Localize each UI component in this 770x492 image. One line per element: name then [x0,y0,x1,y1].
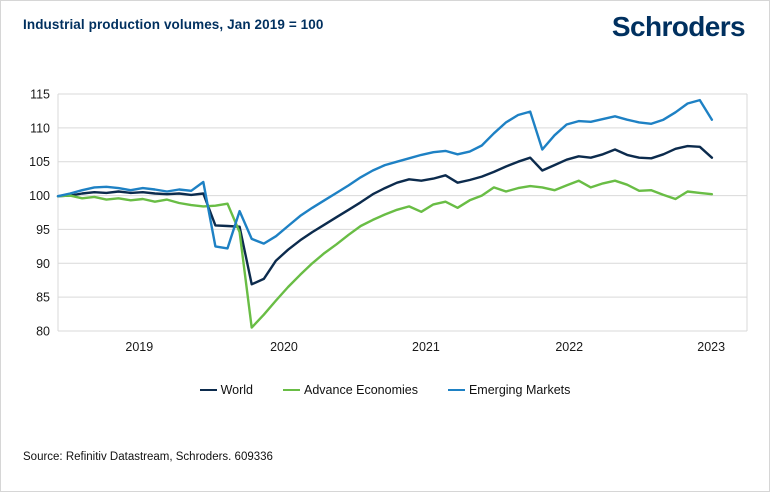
series-line-advance-economies [56,179,714,329]
x-tick-label: 2021 [412,340,440,354]
legend-label: Emerging Markets [468,383,571,397]
y-tick-label: 95 [36,223,50,237]
series-line-emerging-markets [56,98,714,250]
x-tick-label: 2022 [555,340,583,354]
legend-swatch [283,388,301,392]
x-tick-label: 2020 [270,340,298,354]
legend-swatch [199,388,217,392]
chart-canvas: 80 85 90 95 100 105 110 115 2019 2020 2021 2022 2023 [29,88,748,354]
y-tick-label: 80 [36,325,50,339]
legend-swatch [447,388,465,392]
x-tick-label: 2023 [697,340,725,354]
legend-item-emerging-markets: Emerging Markets [447,383,571,397]
y-tick-label: 105 [29,155,50,169]
source-note: Source: Refinitiv Datastream, Schroders.… [23,451,273,463]
page-title: Industrial production volumes, Jan 2019 … [23,17,324,32]
x-tick-label: 2019 [125,340,153,354]
y-tick-label: 90 [36,257,50,271]
legend-item-advance-economies: Advance Economies [283,383,418,397]
line-chart: 80 85 90 95 100 105 110 115 2019 2020 2021 2022 2023 [19,77,753,373]
legend-item-world: World [199,383,254,397]
legend-label: World [220,383,254,397]
y-tick-label: 110 [30,121,50,135]
schroders-logo: Schroders [611,11,746,42]
series-line-world [56,144,714,286]
y-tick-label: 115 [30,88,50,102]
y-tick-label: 100 [29,189,50,203]
y-tick-label: 85 [36,291,50,305]
legend-label: Advance Economies [304,383,418,397]
chart-legend: World Advance Economies Emerging Markets [1,383,769,397]
